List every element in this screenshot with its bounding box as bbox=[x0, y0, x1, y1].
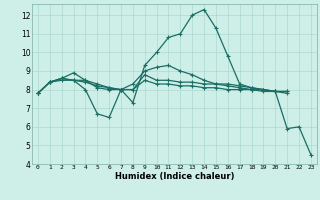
X-axis label: Humidex (Indice chaleur): Humidex (Indice chaleur) bbox=[115, 172, 234, 181]
